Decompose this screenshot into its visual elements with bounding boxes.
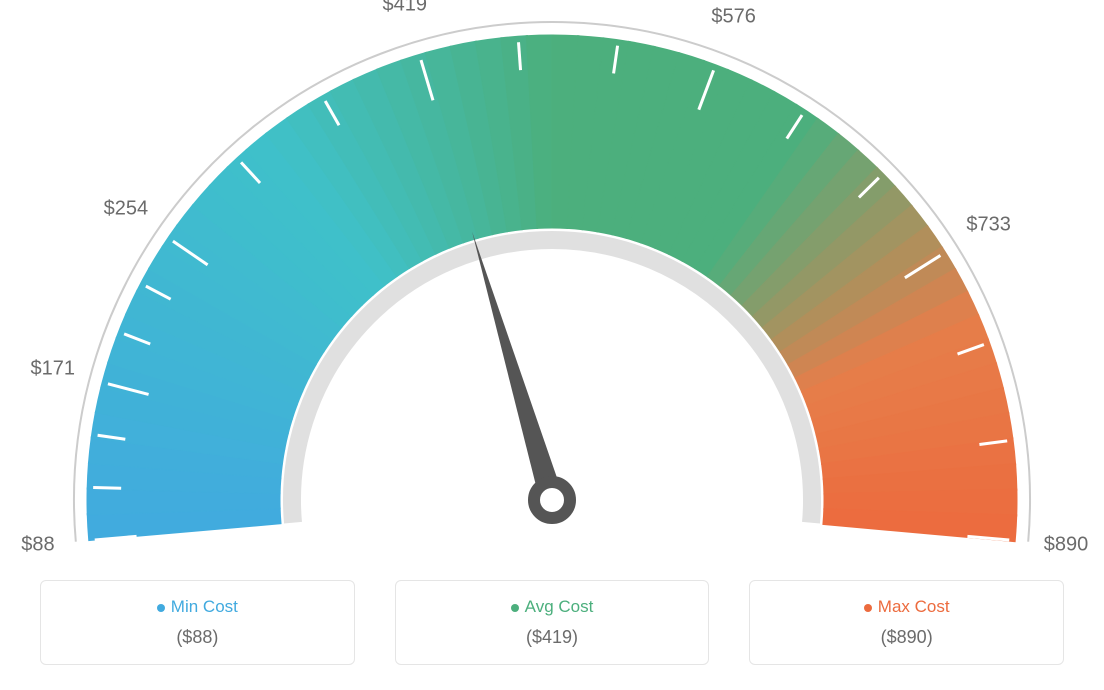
- legend-card-min: Min Cost ($88): [40, 580, 355, 665]
- legend-value-max: ($890): [770, 627, 1043, 648]
- dot-icon: [864, 604, 872, 612]
- dot-icon: [511, 604, 519, 612]
- legend-value-min: ($88): [61, 627, 334, 648]
- legend-title-max: Max Cost: [770, 597, 1043, 617]
- gauge-tick-label: $576: [711, 6, 756, 29]
- dot-icon: [157, 604, 165, 612]
- gauge-tick-label: $88: [21, 533, 54, 556]
- legend-card-max: Max Cost ($890): [749, 580, 1064, 665]
- legend-row: Min Cost ($88) Avg Cost ($419) Max Cost …: [0, 580, 1104, 665]
- legend-value-avg: ($419): [416, 627, 689, 648]
- gauge-svg: [0, 0, 1104, 560]
- legend-card-avg: Avg Cost ($419): [395, 580, 710, 665]
- gauge-chart: $88 $171 $254 $419 $576 $733 $890: [0, 0, 1104, 560]
- legend-title-min: Min Cost: [61, 597, 334, 617]
- legend-title-text: Min Cost: [171, 597, 238, 616]
- legend-title-avg: Avg Cost: [416, 597, 689, 617]
- legend-title-text: Max Cost: [878, 597, 950, 616]
- legend-title-text: Avg Cost: [525, 597, 594, 616]
- gauge-tick-label: $890: [1044, 533, 1089, 556]
- gauge-tick-label: $171: [31, 358, 76, 381]
- gauge-tick-label: $254: [104, 198, 149, 221]
- gauge-tick-label: $419: [382, 0, 427, 17]
- gauge-tick-label: $733: [966, 214, 1011, 237]
